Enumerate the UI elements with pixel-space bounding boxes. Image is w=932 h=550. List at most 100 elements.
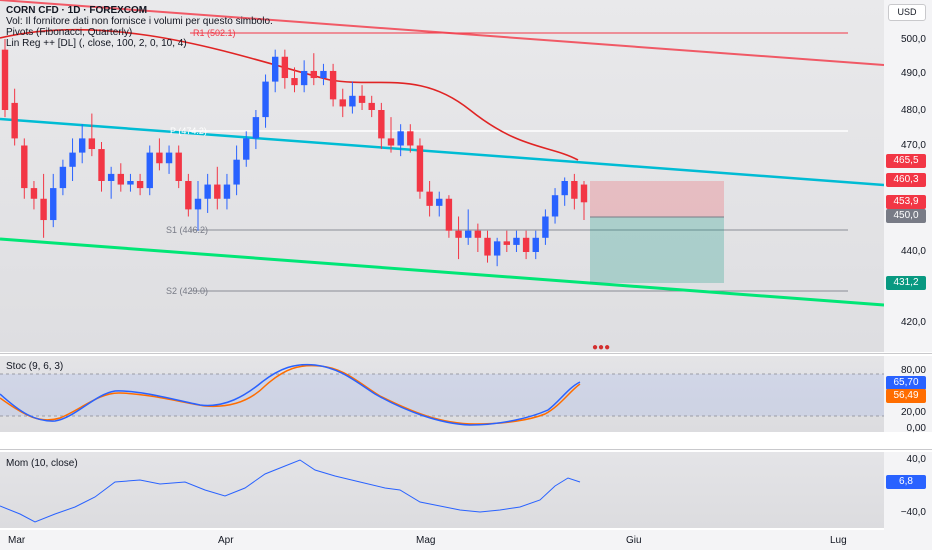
pane-separator[interactable] [0, 353, 932, 354]
stoch-d-tag: 56,49 [886, 389, 926, 403]
candle-body [262, 81, 269, 118]
candle-body [542, 216, 549, 238]
pivot-p-label: P (474.2) [170, 126, 207, 136]
stoch-band [0, 374, 884, 416]
candle-body [272, 56, 279, 82]
time-axis[interactable]: Mar Apr Mag Giu Lug [0, 530, 932, 550]
candle-body [426, 191, 433, 206]
candle-body [1, 49, 9, 110]
symbol-title[interactable]: CORN CFD · 1D · FOREXCOM [6, 5, 148, 16]
candle-body [59, 166, 67, 189]
candle-body [136, 181, 144, 189]
price-tag-last: 453,9 [886, 195, 926, 209]
candle-body [503, 241, 510, 245]
candle-body [551, 195, 559, 217]
volume-note: Vol: Il fornitore dati non fornisce i vo… [6, 16, 273, 27]
candle-body [165, 152, 173, 164]
candle-body [98, 149, 105, 181]
stoch-tick: 20,00 [900, 407, 926, 418]
momentum-axis[interactable]: 40,0 −40,0 [884, 452, 932, 530]
candle-body [580, 184, 588, 203]
candle-body [30, 188, 38, 199]
candle-body [281, 56, 289, 79]
candle-body [571, 181, 578, 199]
candle-body [185, 181, 192, 210]
candle-body [175, 152, 182, 181]
candle-body [339, 99, 346, 107]
candle-body [117, 173, 124, 185]
stoch-k-line [0, 363, 581, 426]
pivot-r1-label: R1 (502.1) [193, 28, 236, 38]
candle-body [79, 138, 86, 153]
candle-body [493, 241, 501, 256]
candle-body [474, 230, 482, 238]
candle-body [214, 184, 221, 199]
mom-tick: 40,0 [906, 454, 926, 465]
time-label-giu: Giu [626, 535, 642, 546]
candle-body [329, 70, 337, 100]
pivots-indicator-label[interactable]: Pivots (Fibonacci, Quarterly) [6, 27, 133, 38]
price-pane[interactable]: CORN CFD · 1D · FOREXCOM Vol: Il fornito… [0, 0, 884, 353]
price-tag-current: 460,3 [886, 173, 926, 187]
candle-body [243, 138, 250, 160]
candle-body [146, 152, 153, 189]
price-tag-sma: 465,5 [886, 154, 926, 168]
stoch-tick: 0,00 [906, 423, 926, 434]
pane-separator[interactable] [0, 449, 932, 450]
candle-body [407, 131, 414, 146]
stochastic-pane[interactable]: Stoc (9, 6, 3) [0, 356, 884, 432]
linreg-indicator-label[interactable]: Lin Reg ++ [DL] (, close, 100, 2, 0, 10,… [6, 38, 187, 49]
currency-button[interactable]: USD [888, 4, 926, 21]
momentum-title[interactable]: Mom (10, close) [6, 458, 78, 469]
candle-body [561, 181, 568, 196]
mom-tick: −40,0 [900, 507, 926, 518]
candle-body [532, 237, 539, 252]
time-label-lug: Lug [830, 535, 847, 546]
price-tick: 440,0 [900, 246, 926, 257]
candle-body [378, 110, 385, 139]
stochastic-chart-svg [0, 363, 884, 426]
momentum-chart-svg [0, 459, 581, 523]
candle-body [88, 138, 96, 150]
stochastic-title[interactable]: Stoc (9, 6, 3) [6, 361, 64, 372]
candle-body [465, 230, 472, 238]
candle-body [40, 198, 47, 221]
candle-body [233, 159, 240, 185]
candle-body [445, 198, 453, 231]
position-target-zone [590, 217, 724, 283]
price-tag-target: 431,2 [886, 276, 926, 290]
price-tick: 480,0 [900, 105, 926, 116]
pivot-s2-label: S2 (429.0) [166, 286, 209, 296]
channel-lower-line [0, 237, 884, 307]
price-tick: 500,0 [900, 34, 926, 45]
candle-body [21, 145, 28, 189]
time-label-mag: Mag [416, 535, 436, 546]
price-tag-entry: 450,0 [886, 209, 926, 223]
candle-body [11, 102, 18, 139]
price-tick: 420,0 [900, 317, 926, 328]
candle-body [310, 70, 317, 79]
time-label-mar: Mar [8, 535, 26, 546]
momentum-pane[interactable]: Mom (10, close) [0, 452, 884, 528]
candle-body [368, 102, 375, 110]
stoch-k-tag: 65,70 [886, 376, 926, 390]
flag-icons[interactable]: ●●● [592, 342, 611, 353]
candle-body [69, 152, 76, 167]
price-tick: 470,0 [900, 140, 926, 151]
candle-body [387, 138, 395, 146]
price-tick: 490,0 [900, 68, 926, 79]
candle-body [397, 131, 404, 146]
candle-body [107, 173, 115, 181]
candle-body [252, 117, 260, 139]
moving-average-line [0, 28, 579, 161]
candle-body [300, 70, 308, 86]
candle-body [522, 237, 530, 252]
momentum-value-tag: 6,8 [886, 475, 926, 489]
candle-body [513, 237, 520, 245]
position-stop-zone [590, 181, 724, 217]
candle-body [484, 237, 491, 256]
candle-body [204, 184, 211, 199]
candle-body [349, 95, 356, 107]
candle-body [156, 152, 163, 164]
